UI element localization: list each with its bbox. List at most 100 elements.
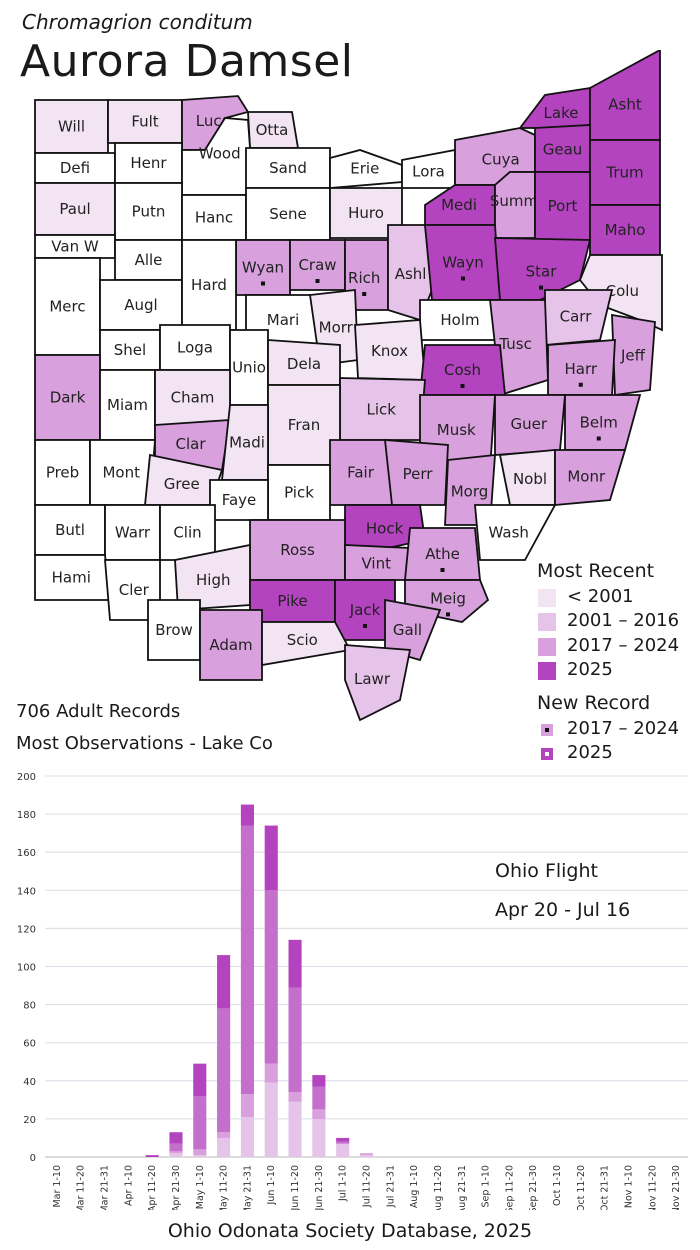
new-record-marker bbox=[440, 568, 445, 572]
x-tick-label: Apr 1-10 bbox=[123, 1165, 134, 1206]
county-gall bbox=[384, 598, 442, 662]
county-label: Miam bbox=[107, 396, 148, 414]
x-tick-label: Jul 21-31 bbox=[385, 1165, 396, 1208]
y-tick-label: 200 bbox=[17, 772, 36, 783]
county-label: Wayn bbox=[442, 254, 483, 272]
county-label: High bbox=[196, 571, 230, 589]
x-tick-label: Oct 11-20 bbox=[576, 1165, 587, 1210]
county-label: Ross bbox=[280, 541, 315, 559]
legend-swatch-lt2001 bbox=[538, 589, 556, 607]
x-tick-label: Aug 1-10 bbox=[409, 1165, 420, 1208]
new-record-marker bbox=[596, 436, 601, 441]
bar-segment bbox=[312, 1109, 326, 1119]
bar-segment bbox=[169, 1132, 183, 1144]
legend-new-record-label-2025: 2025 bbox=[567, 742, 613, 763]
y-tick-label: 180 bbox=[17, 810, 36, 821]
county-label: Cham bbox=[171, 389, 215, 407]
county-label: Paul bbox=[59, 200, 90, 218]
county-label: Musk bbox=[437, 421, 476, 439]
county-label: Guer bbox=[510, 415, 547, 433]
bar-segment bbox=[193, 1063, 207, 1097]
county-label: Wood bbox=[199, 145, 241, 163]
new-record-marker bbox=[539, 285, 543, 290]
county-label: Lora bbox=[412, 163, 445, 181]
bar-segment bbox=[169, 1143, 183, 1152]
county-label: Gree bbox=[164, 475, 200, 493]
bar-segment bbox=[217, 1132, 231, 1138]
legend-label-lt2001: < 2001 bbox=[567, 586, 634, 607]
county-label: Jack bbox=[349, 601, 381, 619]
county-lawr bbox=[344, 644, 412, 722]
adult-records-count: 706 Adult Records bbox=[16, 701, 181, 722]
county-label: Scio bbox=[287, 631, 318, 649]
county-label: Wyan bbox=[242, 259, 284, 277]
x-tick-label: May 11-20 bbox=[219, 1165, 230, 1210]
county-label: Vint bbox=[362, 554, 392, 572]
x-tick-label: Jun 21-30 bbox=[314, 1165, 325, 1210]
flight-period-chart: 0 20 40 60 80 100 120 140 160 180 200 Mar 1-10 Mar 1… bbox=[17, 772, 688, 1210]
county-label: Wash bbox=[489, 524, 529, 542]
new-record-marker bbox=[261, 281, 265, 286]
x-tick-label: Sep 11-20 bbox=[504, 1165, 515, 1210]
legend-new-record-swatch-2017-2024 bbox=[541, 724, 553, 736]
x-tick-label: Nov 1-10 bbox=[623, 1165, 634, 1208]
legend-new-record-swatch-2025 bbox=[541, 748, 553, 760]
county-label: Mari bbox=[267, 311, 299, 329]
bar-segment bbox=[288, 939, 302, 988]
flight-title: Ohio Flight bbox=[495, 860, 598, 882]
legend-label-2001-2016: 2001 – 2016 bbox=[567, 610, 680, 631]
y-tick-label: 20 bbox=[23, 1115, 36, 1126]
new-record-marker bbox=[461, 276, 465, 281]
county-label: Knox bbox=[371, 342, 408, 360]
county-label: Ashl bbox=[395, 265, 427, 283]
county-label: Brow bbox=[155, 621, 193, 639]
new-record-marker bbox=[363, 624, 367, 628]
county-tusc bbox=[488, 299, 549, 397]
county-label: Butl bbox=[55, 521, 85, 539]
x-tick-label: Jul 1-10 bbox=[338, 1165, 349, 1202]
county-label: Morg bbox=[451, 482, 489, 500]
county-label: Summ bbox=[490, 192, 538, 210]
flight-range: Apr 20 - Jul 16 bbox=[495, 899, 631, 921]
new-record-marker bbox=[315, 279, 320, 283]
county-label: Rich bbox=[348, 269, 380, 287]
bar-segment bbox=[312, 1075, 326, 1087]
bar-segment bbox=[336, 1141, 350, 1144]
bar-segment bbox=[217, 1008, 231, 1133]
county-label: Pike bbox=[277, 592, 307, 610]
county-label: Fair bbox=[347, 464, 375, 482]
bar-segment bbox=[264, 1082, 278, 1157]
county-monr bbox=[554, 449, 627, 506]
county-label: Colu bbox=[606, 282, 639, 300]
common-name-title: Aurora Damsel bbox=[20, 36, 354, 87]
bar-segment bbox=[145, 1155, 159, 1157]
county-label: Craw bbox=[298, 256, 336, 274]
county-label: Adam bbox=[209, 636, 252, 654]
county-label: Hard bbox=[191, 276, 227, 294]
county-label: Morr bbox=[319, 319, 354, 337]
x-tick-label: Jun 1-10 bbox=[266, 1165, 277, 1205]
bar-segment bbox=[288, 1092, 302, 1102]
county-label: Otta bbox=[256, 121, 289, 139]
county-label: Cosh bbox=[444, 361, 481, 379]
county-label: Belm bbox=[580, 414, 618, 432]
legend-most-recent-title: Most Recent bbox=[537, 560, 655, 582]
county-label: Augl bbox=[124, 296, 157, 314]
bar-segment bbox=[264, 890, 278, 1064]
legend-new-record-title: New Record bbox=[537, 692, 651, 714]
county-label: Shel bbox=[114, 341, 146, 359]
bar-segment bbox=[359, 1153, 374, 1156]
county-label: Unio bbox=[232, 359, 266, 377]
county-label: Van W bbox=[51, 238, 99, 256]
y-tick-label: 60 bbox=[23, 1039, 36, 1050]
most-observations: Most Observations - Lake Co bbox=[16, 733, 273, 754]
bar-segment bbox=[169, 1151, 183, 1154]
x-tick-label: Oct 1-10 bbox=[552, 1165, 563, 1206]
county-adam bbox=[199, 609, 263, 681]
y-tick-label: 40 bbox=[23, 1077, 36, 1088]
bar-segment bbox=[288, 987, 302, 1093]
x-tick-label: Mar 11-20 bbox=[76, 1165, 87, 1210]
county-label: Henr bbox=[130, 154, 167, 172]
legend-swatch-2025 bbox=[538, 662, 556, 680]
